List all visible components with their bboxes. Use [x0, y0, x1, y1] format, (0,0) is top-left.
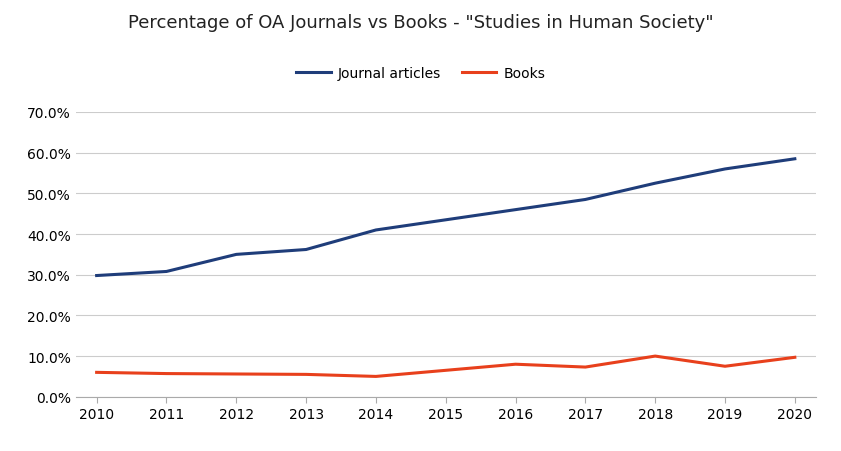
Books — [441, 368, 451, 373]
Journal articles — [650, 181, 660, 187]
Books — [231, 372, 241, 377]
Journal articles — [301, 247, 311, 253]
Books — [92, 370, 102, 375]
Journal articles — [790, 157, 800, 162]
Line: Journal articles: Journal articles — [97, 160, 795, 276]
Books — [790, 355, 800, 360]
Legend: Journal articles, Books: Journal articles, Books — [290, 61, 551, 86]
Books — [580, 364, 590, 370]
Books — [301, 372, 311, 377]
Journal articles — [371, 228, 381, 233]
Journal articles — [231, 252, 241, 258]
Journal articles — [161, 269, 172, 275]
Journal articles — [580, 198, 590, 203]
Line: Books: Books — [97, 356, 795, 377]
Books — [161, 371, 172, 377]
Journal articles — [510, 207, 521, 213]
Books — [650, 354, 660, 359]
Journal articles — [92, 273, 102, 279]
Journal articles — [720, 167, 730, 172]
Books — [371, 374, 381, 379]
Journal articles — [441, 218, 451, 223]
Text: Percentage of OA Journals vs Books - "Studies in Human Society": Percentage of OA Journals vs Books - "St… — [128, 14, 713, 32]
Books — [510, 362, 521, 367]
Books — [720, 364, 730, 369]
